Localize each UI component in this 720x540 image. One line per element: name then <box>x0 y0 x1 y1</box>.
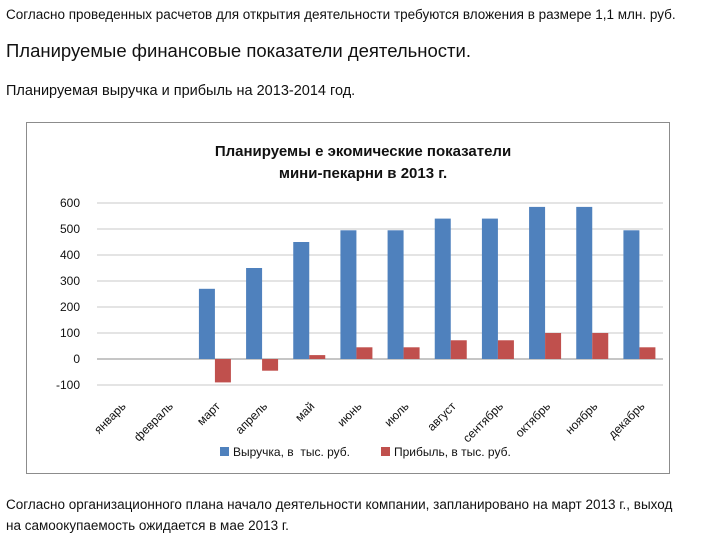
bar-revenue <box>434 218 451 359</box>
bar-profit <box>450 340 467 359</box>
bar-revenue <box>387 230 404 359</box>
outro-line-2: на самоокупаемость ожидается в мае 2013 … <box>6 518 289 533</box>
outro-line-1: Согласно организационного плана начало д… <box>6 497 673 512</box>
x-tick-label: декабрь <box>605 399 647 441</box>
bar-profit <box>214 359 231 383</box>
x-tick-label: август <box>424 399 459 434</box>
bar-revenue <box>340 230 357 359</box>
bar-profit <box>545 333 562 359</box>
x-tick-label: май <box>292 399 317 424</box>
bar-profit <box>592 333 609 359</box>
y-tick-label: 500 <box>60 222 80 236</box>
bar-revenue <box>623 230 640 359</box>
bar-revenue <box>293 242 310 359</box>
y-tick-label: 600 <box>60 196 80 210</box>
legend-swatch-profit <box>381 447 390 456</box>
legend-label-profit: Прибыль, в тыс. руб. <box>394 445 511 459</box>
x-tick-label: сентябрь <box>460 399 506 445</box>
x-tick-label: март <box>194 399 223 428</box>
section-subheading: Планируемая выручка и прибыль на 2013-20… <box>6 83 356 99</box>
x-tick-label: июнь <box>334 399 364 429</box>
y-tick-label: 100 <box>60 326 80 340</box>
outro-paragraph: Согласно организационного плана начало д… <box>6 494 718 536</box>
x-tick-label: октябрь <box>512 399 553 440</box>
y-tick-label: 200 <box>60 300 80 314</box>
x-tick-label: июль <box>382 399 412 429</box>
bar-profit <box>403 347 420 359</box>
y-tick-label: 0 <box>73 352 80 366</box>
bar-revenue <box>198 288 215 359</box>
y-tick-label: 400 <box>60 248 80 262</box>
section-heading: Планируемые финансовые показатели деятел… <box>6 40 472 61</box>
bar-chart: Планируемы е экомические показатели мини… <box>56 143 663 459</box>
chart-title-line1: Планируемы е экомические показатели <box>215 143 511 160</box>
bar-revenue <box>246 268 263 359</box>
bar-profit <box>262 359 279 371</box>
x-tick-label: апрель <box>232 399 270 437</box>
bar-profit <box>356 347 373 359</box>
legend-label-revenue: Выручка, в тыс. руб. <box>233 445 350 459</box>
intro-paragraph: Согласно проведенных расчетов для открыт… <box>6 7 676 22</box>
x-tick-label: январь <box>91 399 128 436</box>
y-tick-label: 300 <box>60 274 80 288</box>
y-tick-label: -100 <box>56 378 80 392</box>
bar-revenue <box>529 206 546 359</box>
bar-profit <box>639 347 656 359</box>
chart-legend: Выручка, в тыс. руб. Прибыль, в тыс. руб… <box>220 445 511 459</box>
legend-swatch-revenue <box>220 447 229 456</box>
bar-revenue <box>481 218 498 359</box>
chart-title-line2: мини-пекарни в 2013 г. <box>279 165 447 182</box>
x-tick-label: февраль <box>131 399 176 444</box>
x-tick-label: ноябрь <box>562 399 600 437</box>
chart-frame: Планируемы е экомические показатели мини… <box>26 122 670 474</box>
bar-profit <box>309 355 326 359</box>
bar-revenue <box>576 206 593 359</box>
bar-profit <box>497 340 514 359</box>
